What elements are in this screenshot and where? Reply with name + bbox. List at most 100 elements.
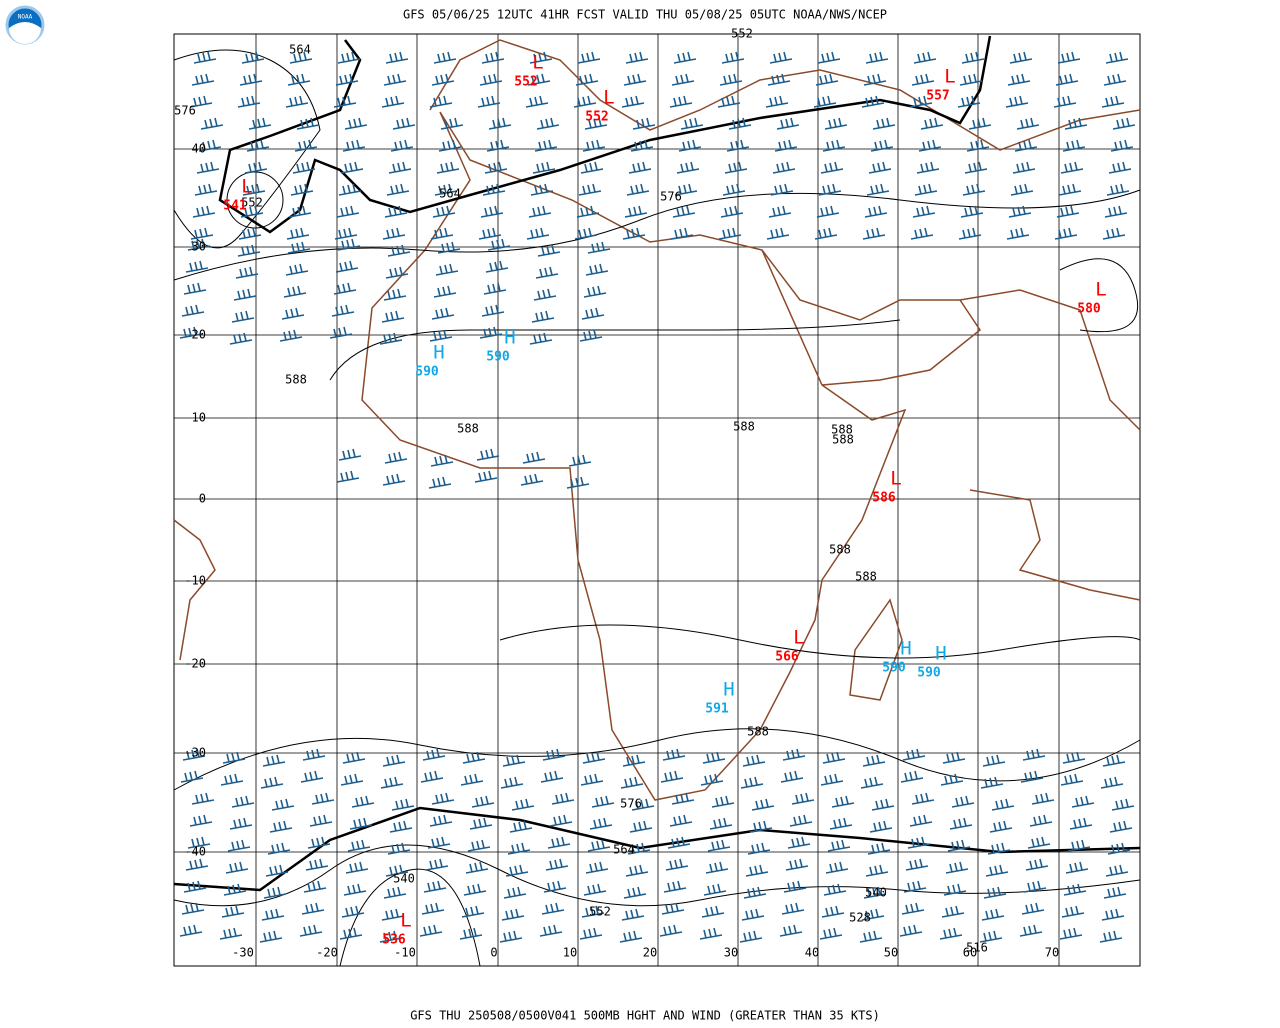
center-letter: H [433,342,444,364]
wind-barb [676,161,700,174]
wind-barb [191,73,215,86]
wind-barb [349,817,373,830]
contour-label: 576 [660,190,682,204]
wind-barb [1019,924,1043,937]
wind-barb [621,95,645,108]
wind-barb [625,864,649,877]
wind-barb [341,905,365,918]
wind-barb [907,836,931,849]
wind-barb [382,473,406,486]
center-value: 552 [585,110,608,125]
wind-barb [427,836,451,849]
wind-barb [824,117,848,130]
wind-barb [983,886,1007,899]
lat-label: 40 [192,142,206,156]
wind-barb [309,814,333,827]
wind-barb [379,332,403,345]
wind-barb [815,73,839,86]
wind-barb [285,263,309,276]
wind-barb [459,927,483,940]
wind-barb [294,139,318,152]
wind-barb [779,924,803,937]
wind-barb [867,842,891,855]
wind-barb [979,930,1003,943]
wind-barb [662,748,686,761]
wind-barb [1104,205,1128,218]
wind-barb [743,886,767,899]
wind-barb [1063,883,1087,896]
wind-barb [478,227,502,240]
wind-barb [420,770,444,783]
wind-barb [566,476,590,489]
wind-barb [776,117,800,130]
wind-barb [240,205,264,218]
wind-barb [587,839,611,852]
wind-barb [335,260,359,273]
lon-label: 20 [643,946,657,960]
wind-barb [528,205,552,218]
wind-barb [831,795,855,808]
wind-barb [749,820,773,833]
wind-barb [331,304,355,317]
wind-barb [191,792,215,805]
wind-barb [1105,864,1129,877]
wind-barb [582,139,606,152]
wind-barb [193,51,217,64]
lat-label: 30 [192,240,206,254]
wind-barb [300,770,324,783]
wind-barb [942,751,966,764]
wind-barb [745,864,769,877]
wind-barb [902,748,926,761]
coastlines [173,39,1141,801]
wind-barb [425,858,449,871]
lat-label: -20 [184,657,206,671]
wind-barb [910,227,934,240]
wind-barb [943,883,967,896]
wind-barb [387,244,411,257]
wind-barb [1062,751,1086,764]
contour-label: 528 [849,911,871,925]
wind-barb [863,886,887,899]
wind-barb [985,864,1009,877]
wind-barb [337,51,361,64]
wind-barb [265,864,289,877]
wind-barb [1111,798,1135,811]
wind-barb [702,751,726,764]
lat-label: 20 [192,328,206,342]
wind-barb [861,95,885,108]
wind-barb [951,795,975,808]
wind-barb [288,205,312,218]
wind-barb [488,117,512,130]
wind-barb [500,776,524,789]
wind-barb [465,861,489,874]
wind-barb [1022,748,1046,761]
lon-label: 0 [490,946,497,960]
wind-barb [741,908,765,921]
wind-barbs [179,51,1136,943]
wind-barb [1071,795,1095,808]
wind-barb [388,161,412,174]
wind-barb [1107,842,1131,855]
center-value: 566 [775,650,799,665]
contour-label: 552 [241,196,263,210]
wind-barb [479,73,503,86]
wind-barb [423,880,447,893]
wind-barb [531,310,555,323]
wind-barb [705,861,729,874]
wind-barb [1101,908,1125,921]
wind-barb [1061,905,1085,918]
wind-barb [196,161,220,174]
wind-barb [631,798,655,811]
wind-barb [179,924,203,937]
wind-barb [579,329,603,342]
contour-label: 588 [832,433,854,447]
wind-barb [820,773,844,786]
wind-barb [183,880,207,893]
wind-barb [568,454,592,467]
wind-barb [813,95,837,108]
wind-barb [1014,139,1038,152]
wind-barb [185,260,209,273]
wind-barb [1102,227,1126,240]
lat-label: 10 [192,411,206,425]
